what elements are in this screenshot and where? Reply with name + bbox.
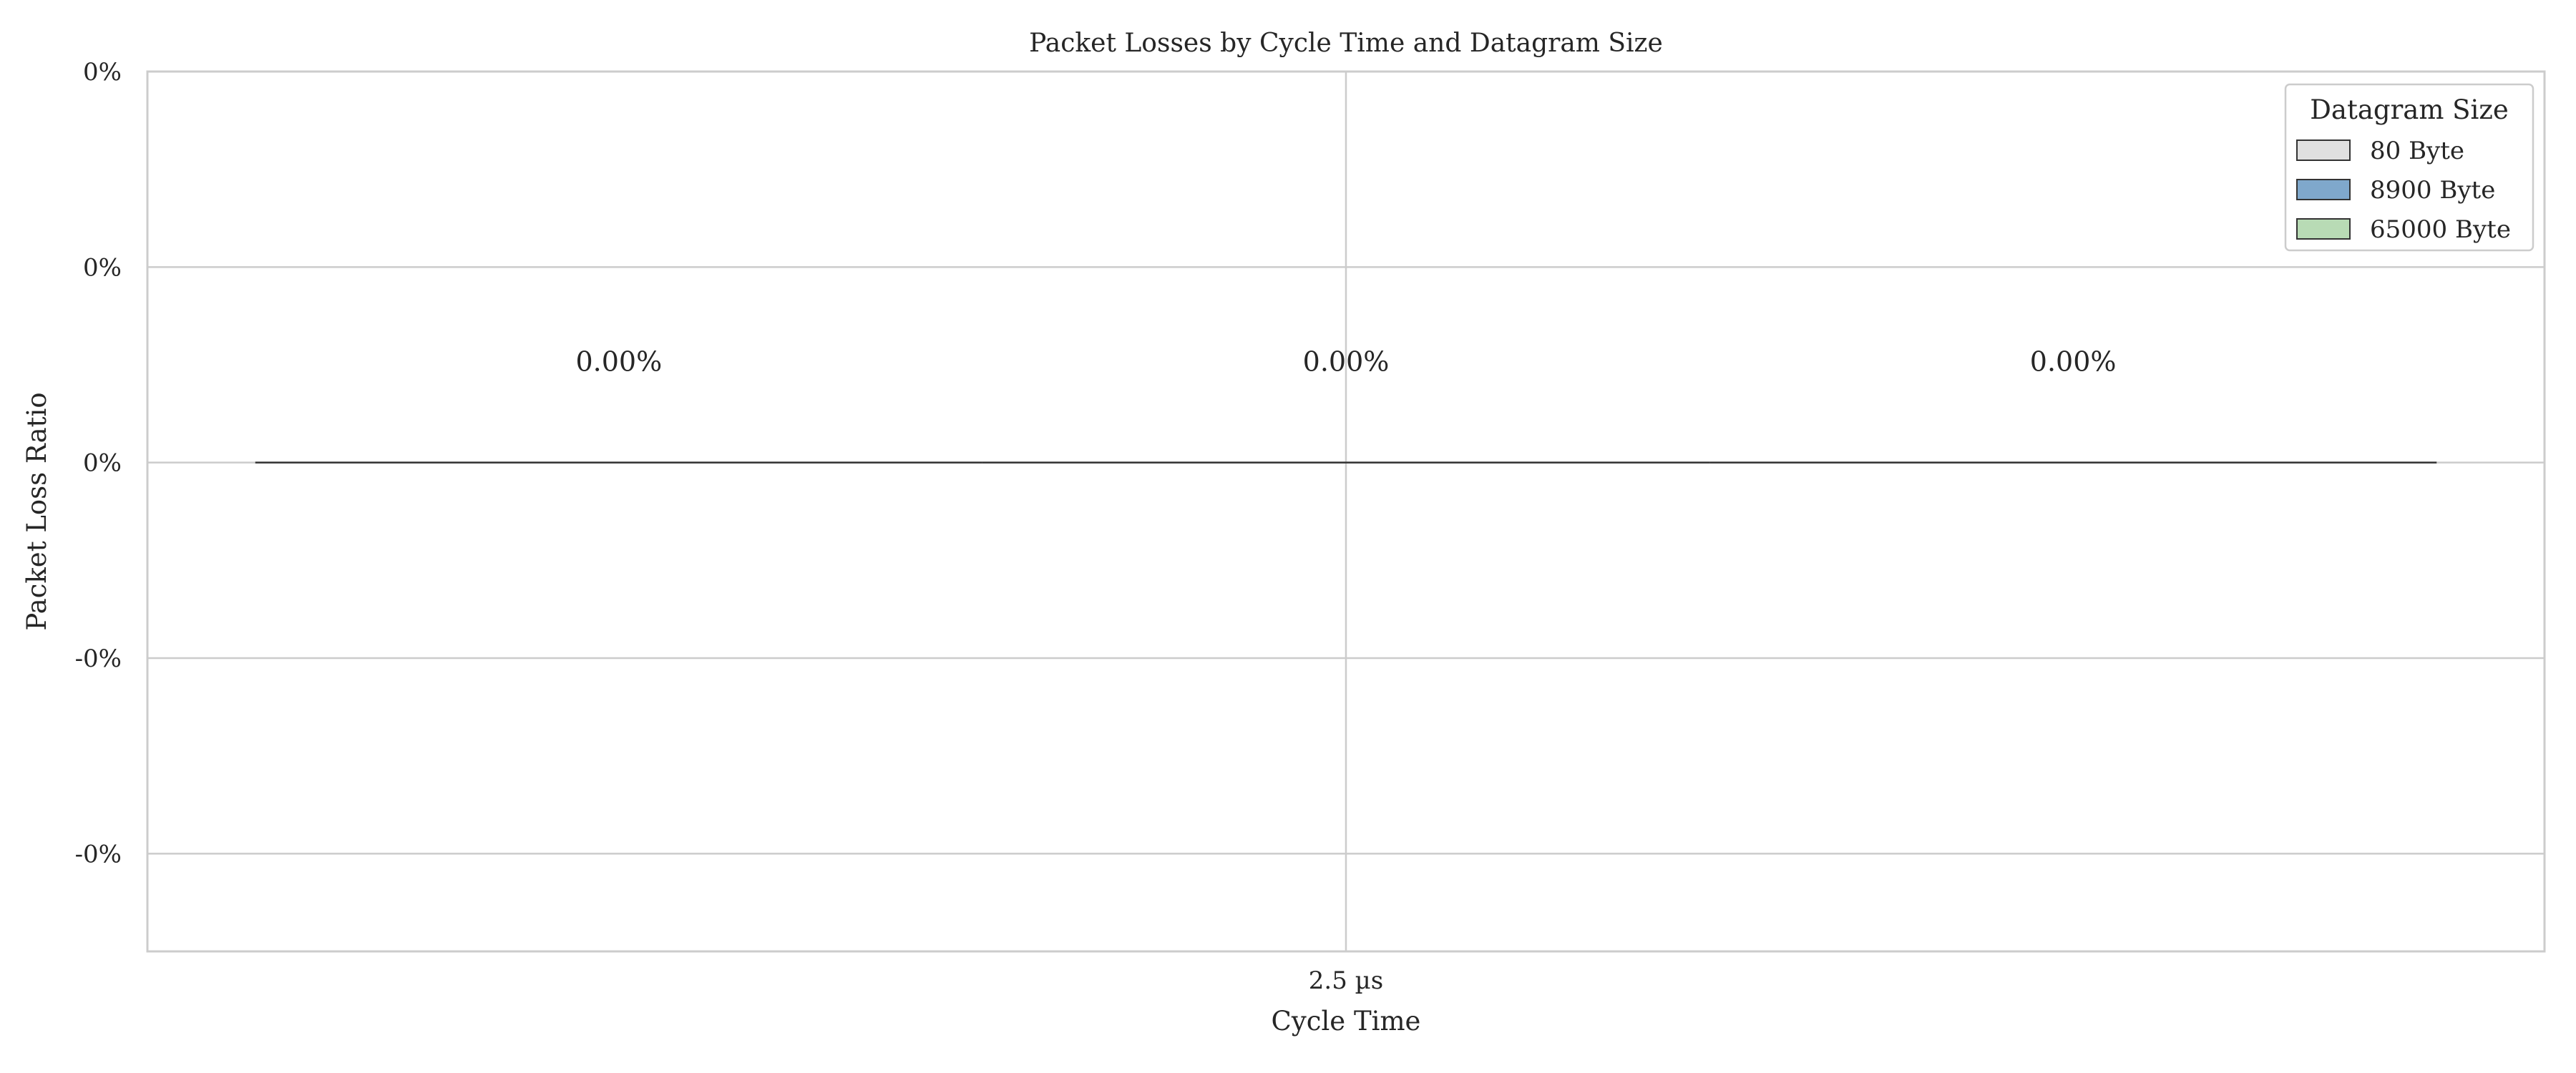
legend-swatch — [2296, 179, 2351, 200]
ticks-layer: -0% -0% 0% 0% 0% 2.5 µs — [75, 58, 1384, 995]
y-tick-label: 0% — [83, 58, 122, 87]
plot-frame — [146, 70, 2546, 953]
y-tick-label: -0% — [75, 840, 122, 868]
labels-layer: 0.00% 0.00% 0.00% — [575, 346, 2116, 378]
legend-label: 80 Byte — [2370, 137, 2464, 165]
chart-title: Packet Losses by Cycle Time and Datagram… — [1029, 29, 1663, 58]
legend-label: 8900 Byte — [2370, 176, 2495, 205]
x-axis-label: Cycle Time — [1272, 1006, 1421, 1037]
legend-items: 80 Byte 8900 Byte 65000 Byte — [2296, 137, 2511, 244]
legend-box — [2284, 83, 2534, 252]
bar-data-label: 0.00% — [575, 346, 662, 378]
y-axis-label: Packet Loss Ratio — [21, 392, 52, 630]
y-tick-label: 0% — [83, 253, 122, 282]
legend-label: 65000 Byte — [2370, 215, 2511, 244]
legend-swatch — [2296, 139, 2351, 161]
legend: Datagram Size 80 Byte 8900 Byte 65000 Byte — [2284, 83, 2534, 252]
legend-title: Datagram Size — [2310, 94, 2509, 125]
legend-swatch — [2296, 218, 2351, 240]
bar-data-label: 0.00% — [2030, 346, 2117, 378]
y-tick-label: -0% — [75, 645, 122, 673]
x-tick-label: 2.5 µs — [1309, 966, 1383, 995]
bar-data-label: 0.00% — [1303, 346, 1390, 378]
y-tick-label: 0% — [83, 449, 122, 478]
